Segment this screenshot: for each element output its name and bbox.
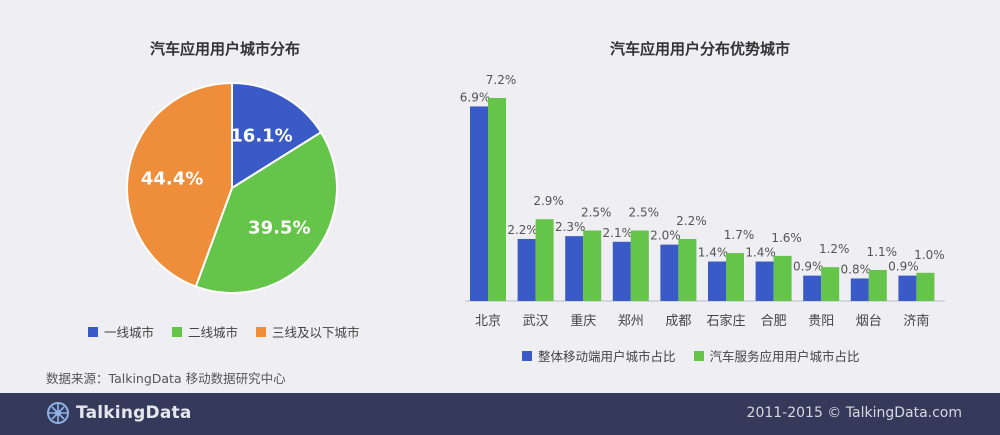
bar-auto xyxy=(488,98,506,301)
legend-swatch xyxy=(172,326,183,337)
bar-auto xyxy=(726,253,744,301)
legend-swatch xyxy=(88,326,98,337)
pie-slice-label: 44.4% xyxy=(141,168,203,189)
bar-overall xyxy=(708,261,726,301)
legend-swatch xyxy=(522,350,532,361)
bar-auto xyxy=(773,255,792,301)
pie-slice-label: 39.5% xyxy=(248,217,310,238)
pie-chart-title: 汽车应用用户城市分布 xyxy=(149,40,300,58)
x-tick-label: 石家庄 xyxy=(706,313,745,329)
bar-value-label: 0.8% xyxy=(841,262,872,276)
x-tick-label: 武汉 xyxy=(523,314,549,329)
bar-legend: 整体移动端用户城市占比 汽车服务应用用户城市占比 xyxy=(522,346,878,365)
bar-value-label: 1.7% xyxy=(724,228,755,242)
bar-overall xyxy=(755,261,774,301)
pie-slice-tier2 xyxy=(194,130,338,294)
bar-overall xyxy=(850,278,869,301)
bar-value-label: 2.1% xyxy=(603,226,634,240)
bar-overall xyxy=(517,238,536,301)
bar-auto xyxy=(916,272,935,301)
pie-slice-label: 16.1% xyxy=(230,126,292,147)
legend-item-tier2: 二线城市 xyxy=(172,322,238,341)
bar-value-label: 2.5% xyxy=(581,206,612,220)
legend-item-overall: 整体移动端用户城市占比 xyxy=(522,346,676,365)
bar-overall xyxy=(470,106,488,301)
bar-auto xyxy=(583,230,602,301)
legend-label: 二线城市 xyxy=(188,325,239,340)
bar-value-label: 0.9% xyxy=(793,260,824,274)
bar-overall xyxy=(660,244,679,301)
x-tick-label: 北京 xyxy=(475,314,501,329)
pie-slice-tier3 xyxy=(126,81,233,288)
bar-value-label: 1.2% xyxy=(819,242,850,256)
bar-value-label: 7.2% xyxy=(486,73,517,87)
x-tick-label: 合肥 xyxy=(761,314,787,329)
legend-item-tier1: 一线城市 xyxy=(88,322,154,341)
x-tick-label: 贵阳 xyxy=(808,314,834,329)
bar-value-label: 1.4% xyxy=(745,246,776,260)
brand-logo: TalkingData xyxy=(46,401,192,425)
bar-value-label: 2.9% xyxy=(533,194,564,208)
legend-label: 一线城市 xyxy=(104,325,155,340)
bar-value-label: 2.0% xyxy=(650,229,681,243)
bar-chart-title: 汽车应用用户分布优势城市 xyxy=(609,40,790,58)
legend-item-tier3: 三线及以下城市 xyxy=(256,322,360,341)
bar-value-label: 1.6% xyxy=(771,231,802,245)
bar-value-label: 2.2% xyxy=(507,223,537,237)
x-tick-label: 郑州 xyxy=(618,314,644,329)
bar-value-label: 1.0% xyxy=(914,248,945,262)
bar-overall xyxy=(612,241,631,301)
x-tick-label: 成都 xyxy=(665,314,691,329)
x-tick-label: 烟台 xyxy=(856,314,882,329)
bar-value-label: 1.1% xyxy=(867,245,898,259)
data-source-note: 数据来源：TalkingData 移动数据研究中心 xyxy=(46,371,286,386)
bar-chart: 6.9%7.2%北京2.2%2.9%武汉2.3%2.5%重庆2.1%2.5%郑州… xyxy=(460,73,945,329)
bar-value-label: 2.5% xyxy=(629,206,660,220)
copyright-text: 2011-2015 © TalkingData.com xyxy=(746,405,962,421)
bar-auto xyxy=(678,238,697,301)
x-tick-label: 济南 xyxy=(903,313,929,329)
main-content: 汽车应用用户城市分布 汽车应用用户分布优势城市 16.1% 39.5% 44.4% … xyxy=(46,40,945,386)
footer-bar: TalkingData 2011-2015 © TalkingData.com xyxy=(0,393,1000,435)
legend-swatch xyxy=(693,350,704,361)
bar-value-label: 1.4% xyxy=(698,246,729,260)
x-tick-label: 重庆 xyxy=(570,313,596,329)
bar-overall xyxy=(565,236,584,301)
legend-item-auto: 汽车服务应用用户城市占比 xyxy=(693,346,860,365)
bar-overall xyxy=(803,275,822,301)
bar-auto xyxy=(868,269,887,301)
pie-chart: 16.1% 39.5% 44.4% xyxy=(126,81,338,294)
bar-auto xyxy=(535,219,554,301)
bar-overall xyxy=(898,275,917,301)
legend-label: 整体移动端用户城市占比 xyxy=(538,349,676,364)
bar-value-label: 0.9% xyxy=(888,260,919,274)
bar-value-label: 2.3% xyxy=(555,220,586,234)
pie-legend: 一线城市 二线城市 三线及以下城市 xyxy=(88,322,378,341)
pie-slice-tier1 xyxy=(231,81,323,190)
legend-label: 三线及以下城市 xyxy=(272,325,360,340)
legend-swatch xyxy=(256,326,267,337)
bar-auto xyxy=(630,230,649,301)
brand-name: TalkingData xyxy=(76,403,192,423)
bar-value-label: 2.2% xyxy=(676,214,707,228)
talkingdata-logo-icon xyxy=(47,402,69,424)
bar-auto xyxy=(821,267,840,301)
bar-value-label: 6.9% xyxy=(460,90,491,104)
legend-label: 汽车服务应用用户城市占比 xyxy=(709,349,860,364)
